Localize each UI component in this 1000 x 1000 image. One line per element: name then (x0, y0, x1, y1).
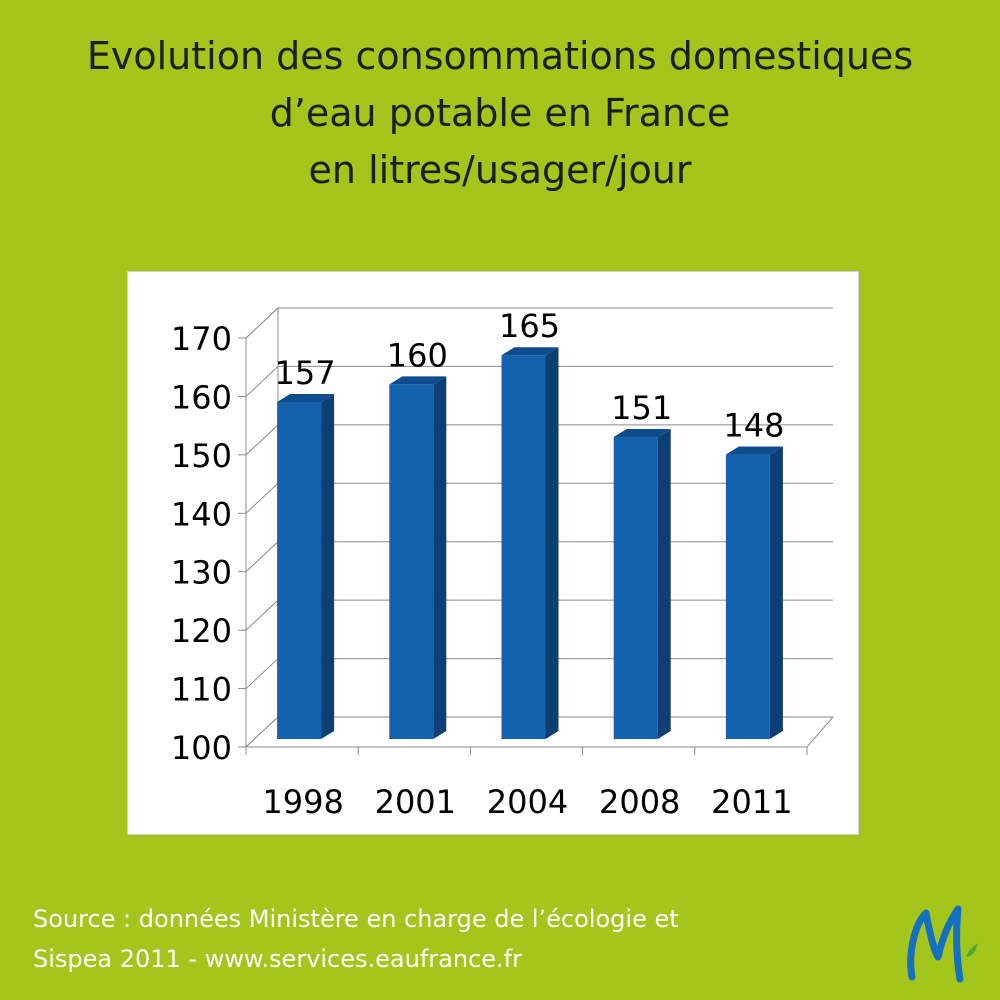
y-tick-label: 150 (171, 437, 232, 475)
bar-top (389, 376, 447, 385)
side-wall-gridline (245, 482, 279, 514)
bar (389, 384, 434, 739)
y-tick-label: 140 (171, 495, 232, 533)
side-wall-gridline (245, 424, 279, 456)
bar-side (657, 429, 671, 739)
y-tick-label: 130 (171, 554, 232, 592)
bar-side (769, 446, 783, 739)
x-tick-label: 1998 (262, 783, 343, 821)
bar (277, 401, 322, 739)
logo-icon (907, 905, 978, 983)
source-note: Source : données Ministère en charge de … (33, 899, 679, 979)
data-label: 157 (275, 354, 336, 392)
source-line-1: Source : données Ministère en charge de … (33, 905, 679, 933)
y-tick-label: 110 (171, 671, 232, 709)
bar-top (277, 393, 335, 402)
title-line-1: Evolution des consommations domestiques (86, 34, 914, 78)
data-label: 148 (723, 407, 784, 445)
bar-side (545, 347, 559, 739)
side-wall-gridline (245, 366, 279, 397)
data-label: 151 (611, 389, 672, 427)
side-wall-gridline (245, 307, 279, 339)
side-wall-gridline (245, 599, 279, 631)
data-label: 165 (499, 307, 560, 345)
bar-chart: 100 110 120 130 140 150 160 170 157 1998 160 2001 16… (171, 307, 835, 821)
side-wall-gridline (245, 541, 279, 573)
data-label: 160 (387, 336, 448, 374)
bar-top (501, 347, 559, 356)
bar-top (725, 446, 783, 455)
bar-side (433, 376, 447, 739)
y-tick-label: 100 (171, 729, 232, 767)
title-line-3: en litres/usager/jour (308, 148, 692, 192)
chart-panel: 100 110 120 130 140 150 160 170 157 1998 160 2001 16… (127, 271, 859, 835)
x-tick-label: 2011 (711, 783, 792, 821)
bar-side (321, 393, 335, 739)
title-line-2: d’eau potable en France (269, 91, 731, 135)
bar (613, 437, 658, 739)
source-line-2: Sispea 2011 - www.services.eaufrance.fr (33, 945, 522, 973)
chart-title: Evolution des consommations domestiques … (0, 28, 1000, 199)
y-tick-label: 160 (171, 378, 232, 416)
x-tick-label: 2001 (375, 783, 456, 821)
x-tick-label: 2008 (599, 783, 680, 821)
bar (725, 454, 770, 739)
x-tick-label: 2004 (487, 783, 568, 821)
y-tick-label: 170 (171, 320, 232, 358)
bar (501, 355, 546, 739)
y-tick-label: 120 (171, 612, 232, 650)
side-wall-gridline (245, 658, 279, 689)
bar-top (613, 429, 671, 438)
